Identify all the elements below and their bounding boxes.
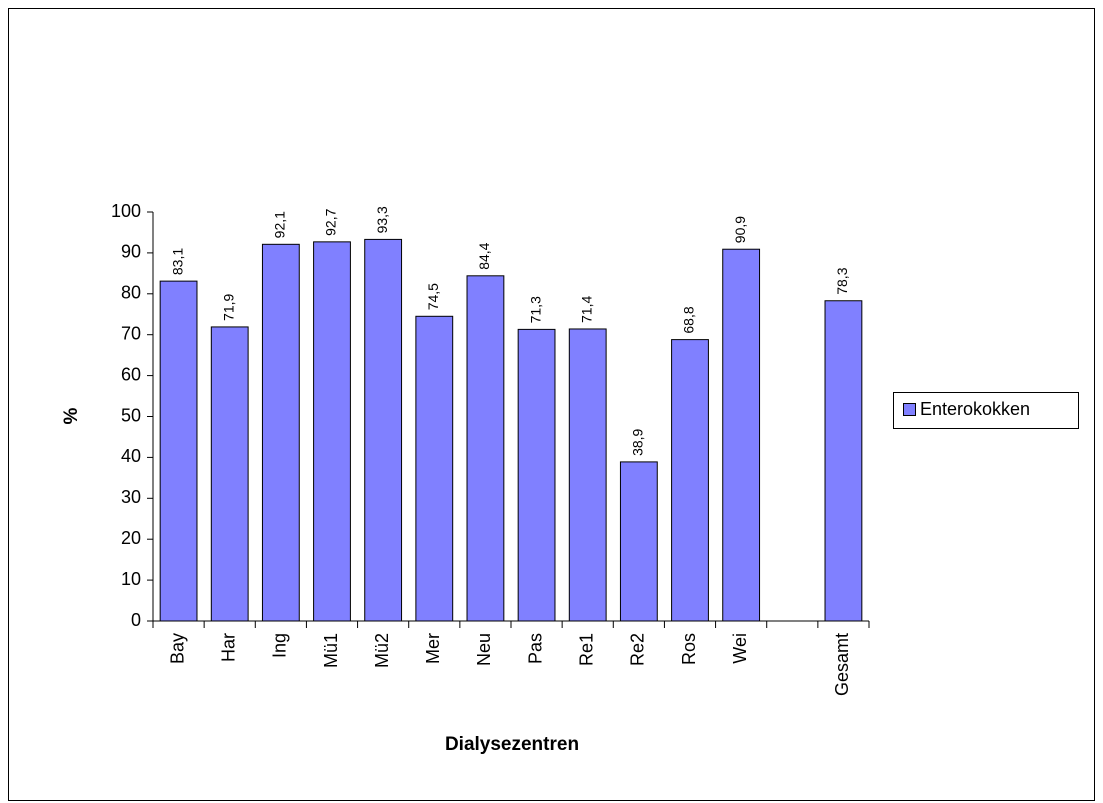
bar <box>159 280 198 622</box>
bar <box>364 238 403 622</box>
value-label: 93,3 <box>374 206 390 233</box>
bar <box>568 328 607 622</box>
bar <box>415 315 454 622</box>
x-axis-title: Dialysezentren <box>445 734 579 755</box>
y-tick-label: 70 <box>121 323 141 343</box>
y-tick-label: 80 <box>121 283 141 303</box>
legend-box <box>893 392 1079 429</box>
y-tick-label: 30 <box>121 487 141 507</box>
bar <box>824 300 863 622</box>
y-tick-label: 20 <box>121 528 141 548</box>
x-tick-label: Re2 <box>628 633 648 666</box>
y-tick-label: 10 <box>121 569 141 589</box>
x-tick-label: Gesamt <box>832 633 852 696</box>
bar <box>517 328 556 622</box>
value-label: 71,3 <box>527 296 543 323</box>
bar <box>313 241 351 622</box>
bar <box>619 461 658 622</box>
x-tick-label: Re1 <box>576 633 596 666</box>
x-tick-label: Bay <box>167 633 187 664</box>
value-label: 38,9 <box>630 428 646 455</box>
x-tick-label: Har <box>218 633 238 662</box>
y-tick-label: 100 <box>111 201 141 221</box>
value-label: 84,4 <box>476 242 492 269</box>
value-label: 74,5 <box>425 283 441 310</box>
value-label: 68,8 <box>681 306 697 333</box>
value-label: 71,9 <box>220 293 236 320</box>
value-label: 92,7 <box>323 208 339 235</box>
x-tick-label: Ing <box>270 633 290 658</box>
legend-swatch <box>903 403 916 416</box>
bar <box>671 339 709 622</box>
bar <box>261 243 300 622</box>
value-label: 83,1 <box>169 248 185 275</box>
value-label: 78,3 <box>834 267 850 294</box>
value-label: 71,4 <box>578 296 594 323</box>
x-tick-label: Wei <box>730 633 750 664</box>
y-tick-label: 40 <box>121 446 141 466</box>
y-tick-label: 50 <box>121 405 141 425</box>
bar <box>722 248 761 622</box>
x-tick-label: Ros <box>679 633 699 665</box>
value-label: 90,9 <box>732 216 748 243</box>
x-tick-label: Mer <box>423 633 443 664</box>
x-tick-label: Neu <box>474 633 494 666</box>
legend-label: Enterokokken <box>920 399 1030 419</box>
bar <box>466 275 505 622</box>
value-label: 92,1 <box>272 211 288 238</box>
x-tick-label: Mü2 <box>372 633 392 668</box>
y-tick-label: 90 <box>121 242 141 262</box>
y-tick-label: 0 <box>131 610 141 630</box>
x-tick-label: Pas <box>525 633 545 664</box>
bar <box>210 326 249 622</box>
y-tick-label: 60 <box>121 364 141 384</box>
x-tick-label: Mü1 <box>321 633 341 668</box>
y-axis-title: % <box>61 407 82 424</box>
